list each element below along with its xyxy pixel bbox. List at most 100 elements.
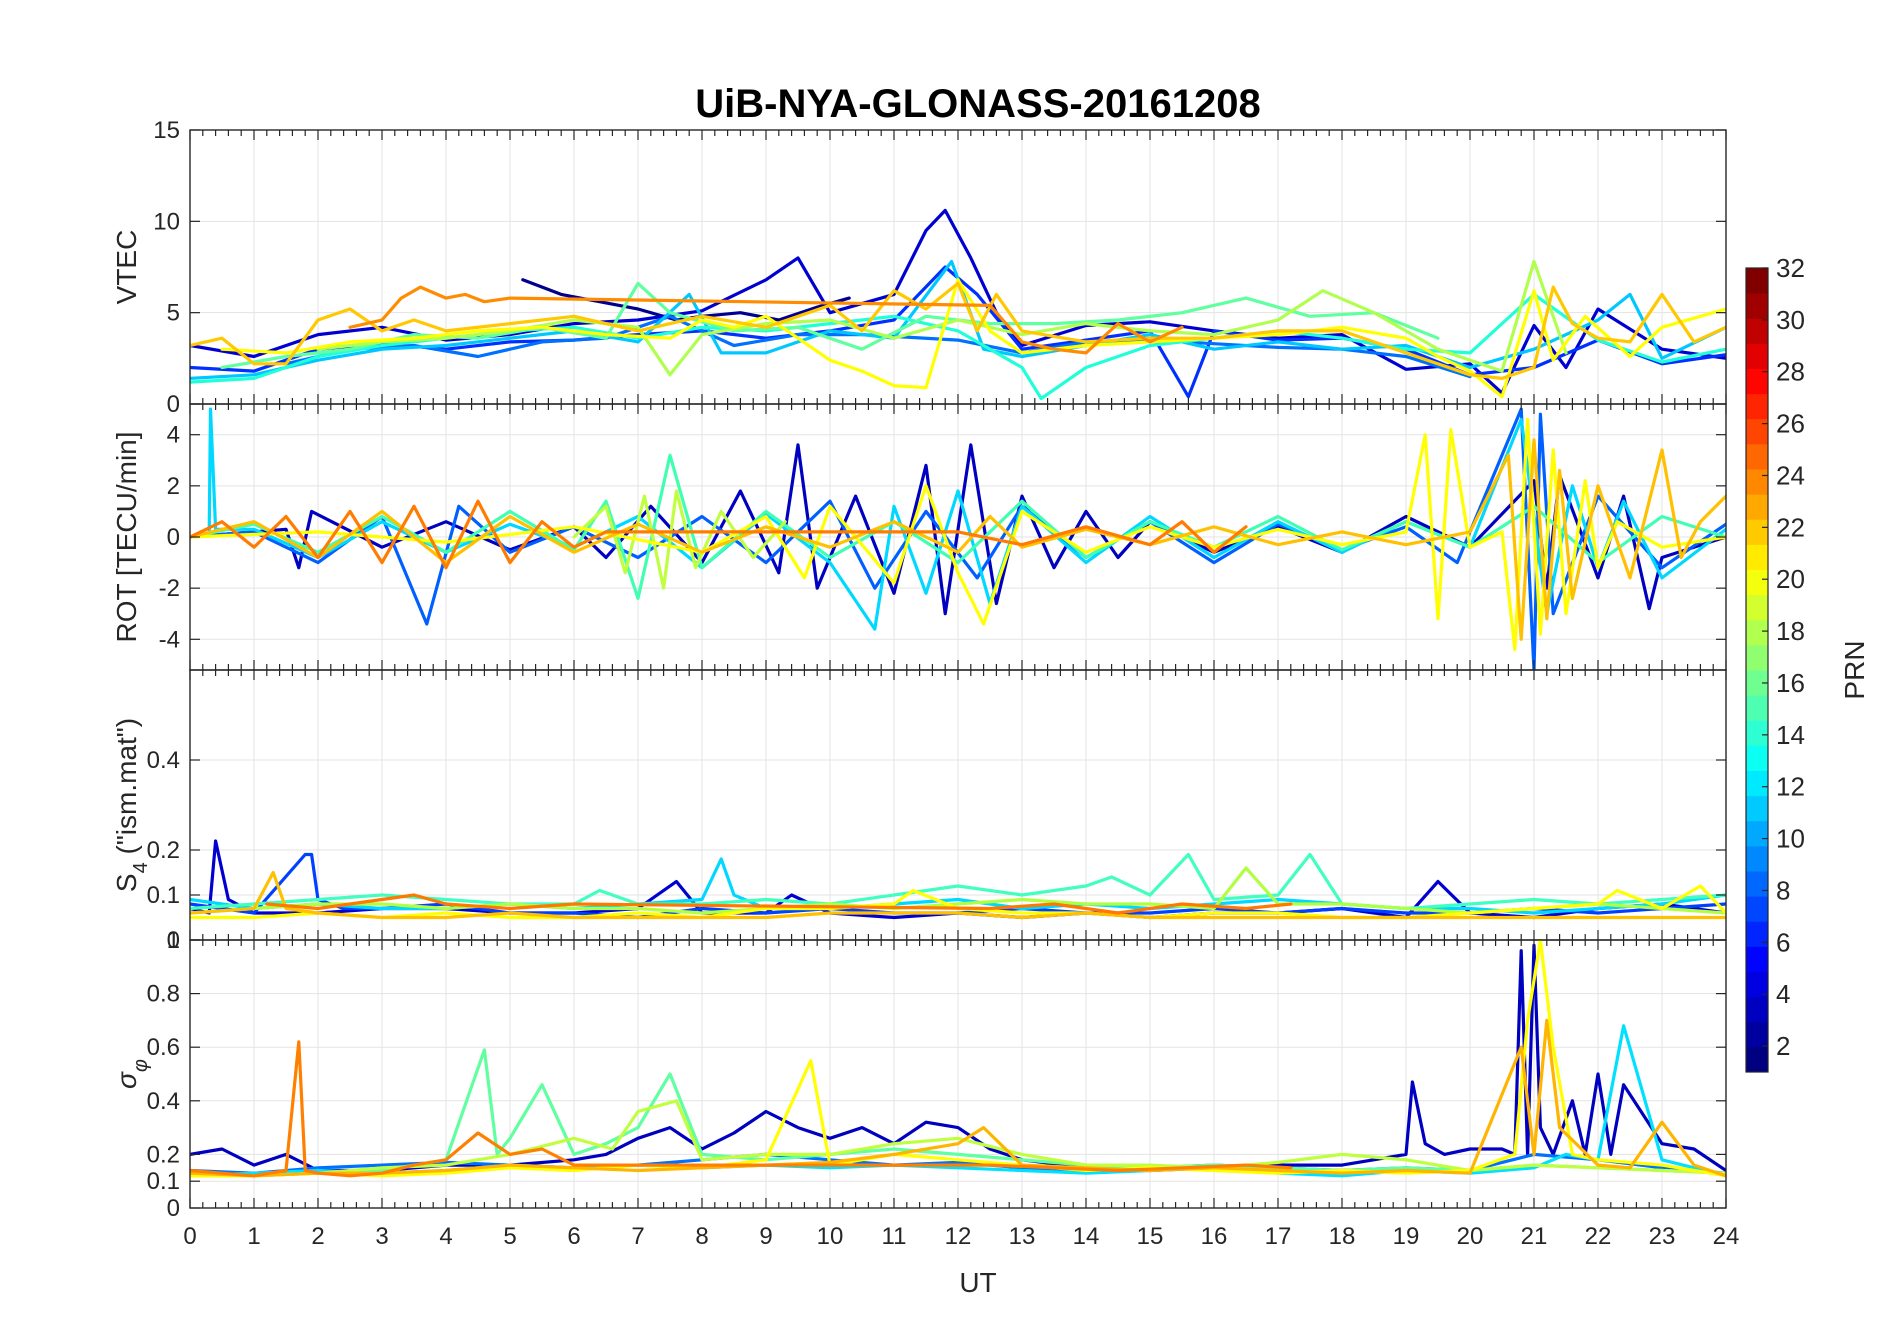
x-tick-label: 6: [567, 1223, 580, 1250]
colorbar-segment: [1746, 569, 1768, 596]
y-tick-label: 2: [167, 473, 180, 500]
colorbar-tick-label: 12: [1776, 772, 1805, 802]
y-tick-label: 0: [167, 927, 180, 954]
colorbar-segment: [1746, 795, 1768, 822]
series-line-prn-18: [190, 1099, 1726, 1178]
colorbar-tick-label: 4: [1776, 979, 1790, 1009]
y-axis-label: ROT [TECU/min]: [111, 431, 142, 642]
colorbar-segment: [1746, 293, 1768, 319]
y-tick-label: 0.1: [147, 882, 180, 909]
colorbar-tick-label: 2: [1776, 1031, 1790, 1061]
x-tick-label: 16: [1201, 1223, 1228, 1250]
x-tick-label: 7: [631, 1223, 644, 1250]
y-tick-label: 5: [167, 300, 180, 327]
x-tick-label: 12: [945, 1223, 972, 1250]
x-tick-label: 2: [311, 1223, 324, 1250]
y-tick-label: 0: [167, 1195, 180, 1222]
y-tick-label: 0.2: [147, 1141, 180, 1168]
colorbar-segment: [1746, 494, 1768, 520]
colorbar-segment: [1746, 745, 1768, 771]
x-tick-label: 17: [1265, 1223, 1292, 1250]
colorbar-label: PRN: [1839, 640, 1870, 699]
colorbar-frame: [1745, 267, 1769, 1073]
colorbar-tick-label: 14: [1776, 720, 1805, 750]
series-group: [190, 407, 1726, 670]
colorbar-tick-label: 6: [1776, 927, 1790, 957]
x-tick-label: 23: [1649, 1223, 1676, 1250]
series-line-prn-22: [190, 281, 1726, 380]
colorbar-tick-label: 26: [1776, 409, 1805, 439]
x-tick-label: 15: [1137, 1223, 1164, 1250]
x-tick-label: 8: [695, 1223, 708, 1250]
x-tick-label: 9: [759, 1223, 772, 1250]
x-tick-label: 21: [1521, 1223, 1548, 1250]
y-axis-label: S4 ("ism.mat"): [111, 718, 152, 892]
series-line-prn-18: [316, 259, 1568, 377]
series-line-prn-16: [190, 1048, 1726, 1178]
colorbar-segment: [1746, 393, 1768, 420]
colorbar-segment: [1746, 695, 1768, 721]
y-tick-label: 10: [153, 208, 180, 235]
colorbar-segment: [1746, 469, 1768, 495]
x-tick-label: 18: [1329, 1223, 1356, 1250]
colorbar-segment: [1746, 519, 1768, 545]
colorbar-segment: [1746, 443, 1768, 470]
series-group: [190, 208, 1726, 401]
y-tick-label: 4: [167, 422, 180, 449]
colorbar-tick-label: 28: [1776, 357, 1805, 387]
series-line-prn-12: [207, 407, 1726, 631]
colorbar-segment: [1746, 820, 1768, 847]
colorbar-tick-label: 24: [1776, 460, 1805, 490]
x-tick-label: 19: [1393, 1223, 1420, 1250]
y-tick-label: 0: [167, 391, 180, 418]
x-tick-label: 14: [1073, 1223, 1100, 1250]
series-line-prn-24: [348, 285, 1184, 355]
colorbar-segment: [1746, 845, 1768, 872]
colorbar-segment: [1746, 670, 1768, 696]
series-line-prn-24: [265, 893, 1293, 915]
series-line-prn-24: [190, 499, 1248, 570]
series-line-prn-22: [190, 870, 1726, 920]
y-tick-label: 15: [153, 117, 180, 144]
colorbar-segment: [1746, 1021, 1768, 1048]
colorbar-segment: [1746, 871, 1768, 897]
y-axis-label: σφ: [111, 1059, 152, 1089]
x-tick-label: 11: [882, 1223, 907, 1250]
chart-title: UiB-NYA-GLONASS-20161208: [695, 82, 1260, 126]
colorbar-segment: [1746, 318, 1768, 344]
colorbar-segment: [1746, 418, 1768, 445]
colorbar-segment: [1746, 770, 1768, 797]
colorbar-segment: [1746, 1046, 1768, 1073]
y-tick-label: 0.8: [147, 981, 180, 1008]
colorbar-segment: [1746, 946, 1768, 972]
colorbar-segment: [1746, 368, 1768, 395]
colorbar-tick-label: 22: [1776, 512, 1805, 542]
y-tick-label: 0.6: [147, 1034, 180, 1061]
series-group: [190, 839, 1726, 920]
colorbar-tick-label: 16: [1776, 668, 1805, 698]
x-tick-label: 0: [183, 1223, 196, 1250]
colorbar-segment: [1746, 268, 1768, 294]
colorbar-tick-label: 32: [1776, 253, 1805, 283]
x-tick-label: 13: [1009, 1223, 1036, 1250]
x-axis-label: UT: [959, 1267, 996, 1298]
x-tick-label: 20: [1457, 1223, 1484, 1250]
colorbar-tick-label: 8: [1776, 875, 1790, 905]
panel-s4: 0 0.1 0.2 0.4S4 ("ism.mat"): [111, 669, 1727, 954]
colorbar-segment: [1746, 544, 1768, 570]
x-tick-label: 1: [247, 1223, 260, 1250]
y-tick-label: 0.2: [147, 837, 180, 864]
colorbar-segment: [1746, 720, 1768, 746]
series-line-prn-8: [190, 407, 1726, 670]
colorbar-segment: [1746, 896, 1768, 922]
x-tick-label: 3: [375, 1223, 388, 1250]
y-tick-label: 0.4: [147, 1088, 180, 1115]
colorbar-tick-label: 30: [1776, 305, 1805, 335]
x-tick-label: 10: [817, 1223, 844, 1250]
series-group: [190, 940, 1726, 1178]
x-tick-label: 5: [503, 1223, 516, 1250]
